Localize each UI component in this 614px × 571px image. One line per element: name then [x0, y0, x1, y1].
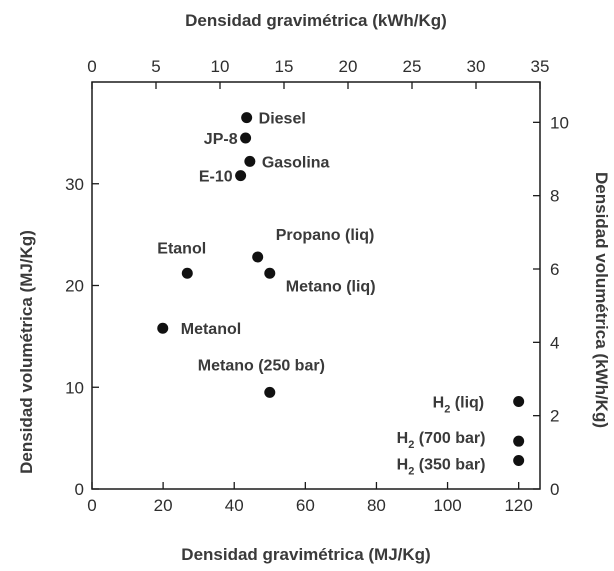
data-point	[264, 386, 276, 398]
point-label: Diesel	[259, 111, 306, 128]
y-left-axis-title: Densidad volumétrica (MJ/Kg)	[17, 230, 36, 474]
point-label: Etanol	[157, 240, 206, 257]
x-bottom-tick-label: 100	[433, 496, 461, 515]
x-top-axis-title: Densidad gravimétrica (kWh/Kg)	[185, 11, 447, 30]
x-bottom-axis-title: Densidad gravimétrica (MJ/Kg)	[181, 545, 430, 564]
x-top-tick-label: 0	[87, 57, 96, 76]
chart-marks: 0 20 40 60 80 100 120 0 5 10 15 20 25 30 35 0 10 20 30 0 2 4 6…	[65, 57, 569, 515]
x-top-tick-label: 5	[151, 57, 160, 76]
y-right-tick-label: 2	[550, 407, 559, 426]
y-left-tick-label: 30	[65, 175, 84, 194]
data-point	[513, 435, 525, 447]
y-right-tick-label: 0	[550, 480, 559, 499]
y-right-tick-label: 6	[550, 260, 559, 279]
x-bottom-tick-label: 20	[154, 496, 173, 515]
y-right-tick-label: 8	[550, 187, 559, 206]
x-top-tick-label: 25	[403, 57, 422, 76]
y-left-tick-label: 0	[75, 480, 84, 499]
point-label: Metano (250 bar)	[198, 357, 325, 374]
data-point	[181, 267, 193, 279]
data-point	[264, 267, 276, 279]
x-bottom-tick-label: 40	[225, 496, 244, 515]
data-point	[157, 322, 169, 334]
point-label: Metano (liq)	[286, 278, 376, 295]
y-right-tick-label: 4	[550, 333, 559, 352]
data-point	[244, 155, 256, 167]
data-point	[513, 395, 525, 407]
data-point	[241, 112, 253, 124]
data-point	[235, 170, 247, 182]
x-bottom-tick-label: 60	[296, 496, 315, 515]
x-top-tick-label: 35	[531, 57, 550, 76]
x-bottom-tick-label: 80	[367, 496, 386, 515]
y-right-axis-title: Densidad volumétrica (kWh/Kg)	[592, 172, 611, 428]
point-label: JP-8	[204, 131, 238, 148]
x-top-tick-label: 20	[339, 57, 358, 76]
point-label: Metanol	[181, 321, 241, 338]
point-label: Propano (liq)	[276, 227, 375, 244]
data-point	[252, 251, 264, 263]
data-point	[240, 132, 252, 144]
point-label: E-10	[199, 169, 233, 186]
point-label: H2 (700 bar)	[397, 430, 486, 451]
point-label: H2 (liq)	[433, 394, 484, 415]
y-right-tick-label: 10	[550, 113, 569, 132]
x-top-tick-label: 15	[275, 57, 294, 76]
y-left-tick-label: 20	[65, 277, 84, 296]
x-top-tick-label: 10	[211, 57, 230, 76]
x-bottom-tick-label: 0	[87, 496, 96, 515]
x-bottom-tick-label: 120	[504, 496, 532, 515]
point-label: H2 (350 bar)	[397, 457, 486, 478]
data-point	[513, 455, 525, 467]
y-left-tick-label: 10	[65, 378, 84, 397]
point-label: Gasolina	[262, 154, 330, 171]
x-top-tick-label: 30	[467, 57, 486, 76]
